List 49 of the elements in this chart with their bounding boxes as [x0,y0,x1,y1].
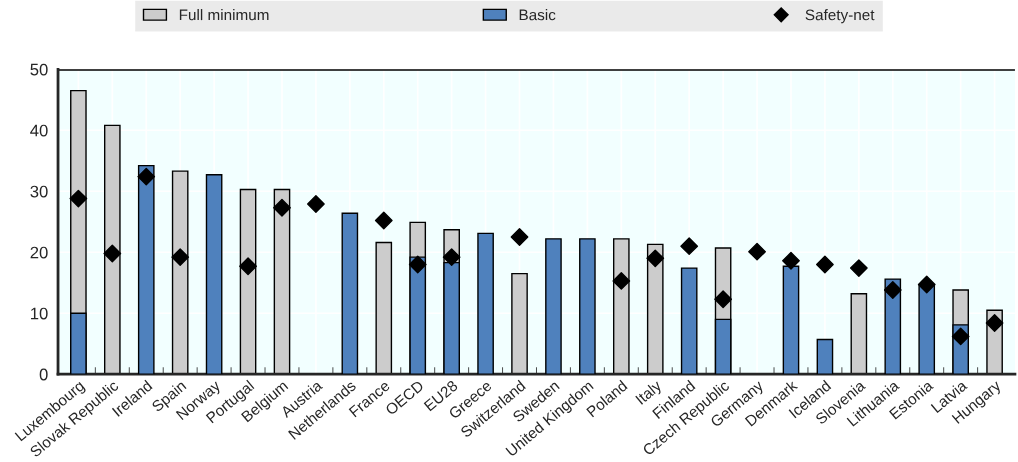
point [171,248,190,267]
point [239,257,257,276]
bar [205,174,223,375]
point [985,314,1004,332]
point [714,290,733,309]
point [883,281,902,299]
bar [171,170,189,375]
bar [239,188,257,375]
point [612,272,631,290]
point [273,198,291,217]
point [951,327,970,346]
point [816,255,834,274]
point [782,251,800,270]
point [137,167,156,186]
y-tick-label: 50 [30,63,48,76]
y-tick-label: 20 [30,246,48,259]
bar [103,124,121,375]
y-tick-label: 40 [30,124,48,137]
point [849,259,868,278]
point [103,244,122,263]
y-tick-label: 10 [31,307,48,320]
legend-label: Basic [519,9,556,21]
point [748,242,766,261]
bar [646,243,664,375]
y-tick-label: 0 [39,368,48,381]
point [510,228,529,246]
bar [612,238,630,375]
bar [545,238,562,375]
bar [375,241,393,375]
point [646,249,665,268]
bar [850,293,868,375]
point [442,248,461,267]
bar [511,272,528,375]
bar [579,238,596,375]
point [680,237,699,256]
bar [273,188,291,375]
point [374,211,393,230]
point [307,195,325,213]
point [69,189,88,208]
bar [816,338,834,375]
y-tick-label: 30 [30,185,48,198]
point [408,255,427,274]
legend-label: Safety-net [805,9,875,24]
bar [341,212,359,375]
point [917,275,936,294]
bar [137,164,155,375]
bar [477,232,494,375]
legend-label: Full minimum [179,9,269,21]
bar [680,267,698,375]
